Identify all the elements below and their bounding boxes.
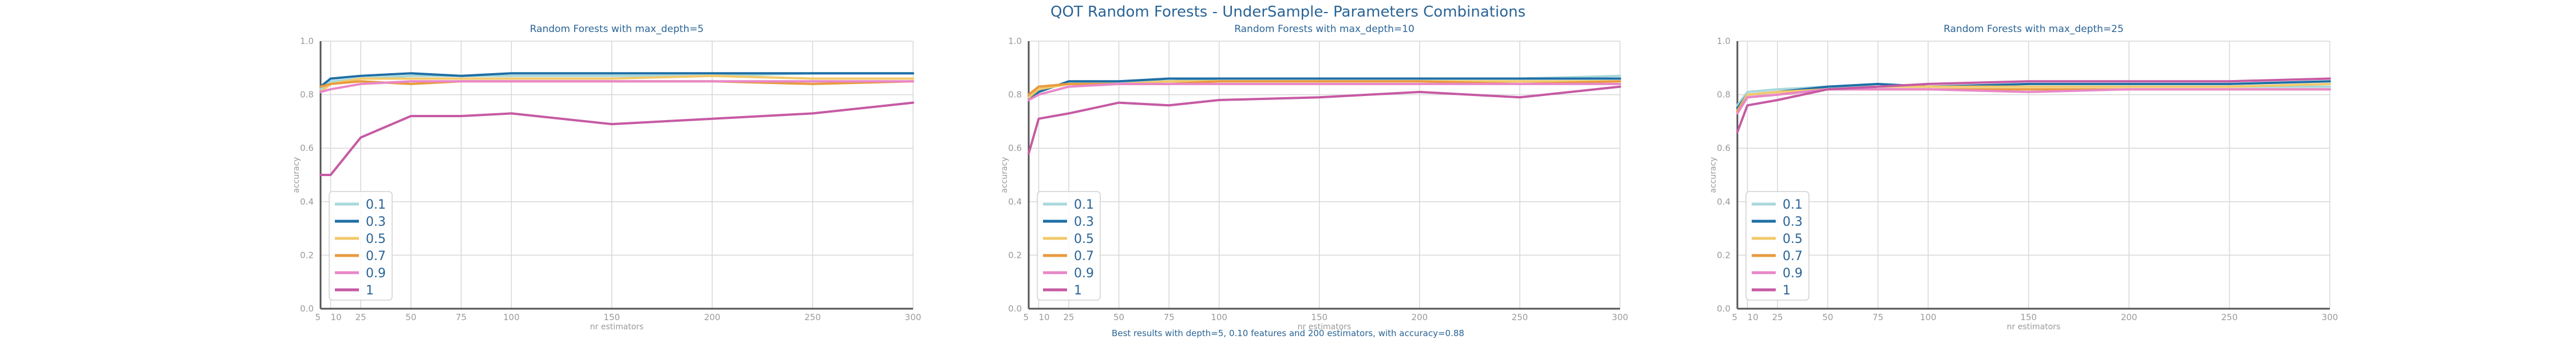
x-axis-label: nr estimators — [1298, 322, 1352, 332]
x-tick-label: 200 — [1412, 312, 1428, 322]
y-tick-label: 0.0 — [300, 304, 314, 314]
y-tick-label: 1.0 — [1008, 36, 1022, 46]
y-tick-label: 0.0 — [1717, 304, 1730, 314]
legend-label: 0.5 — [366, 232, 386, 246]
y-axis-label: accuracy — [1709, 157, 1718, 193]
y-tick-label: 0.6 — [1717, 143, 1730, 153]
subplot-title: Random Forests with max_depth=25 — [1943, 23, 2124, 35]
legend-label: 1 — [366, 284, 374, 298]
series-line-0-5 — [1028, 80, 1621, 99]
x-tick-label: 300 — [1612, 312, 1629, 322]
x-tick-label: 50 — [1113, 312, 1124, 322]
y-tick-label: 0.8 — [300, 90, 314, 100]
legend-label: 0.3 — [1783, 215, 1803, 229]
x-tick-label: 10 — [331, 312, 342, 322]
x-tick-label: 250 — [1512, 312, 1528, 322]
x-tick-label: 5 — [1023, 312, 1029, 322]
legend-label: 0.1 — [366, 198, 386, 212]
legend-label: 0.7 — [366, 249, 386, 264]
series-line-0-9 — [1028, 82, 1621, 101]
x-tick-label: 150 — [1311, 312, 1327, 322]
series-line-0-5 — [1736, 82, 2331, 112]
series-line-1 — [319, 101, 914, 176]
x-tick-label: 150 — [2020, 312, 2037, 322]
y-tick-label: 0.2 — [1008, 250, 1022, 260]
series-line-1 — [1028, 85, 1621, 155]
x-tick-label: 75 — [1164, 312, 1175, 322]
legend-label: 0.9 — [1783, 266, 1803, 281]
x-tick-label: 75 — [456, 312, 467, 322]
x-axis-label: nr estimators — [2007, 322, 2061, 332]
legend-label: 0.3 — [1074, 215, 1094, 229]
legend-label: 1 — [1074, 284, 1082, 298]
y-tick-label: 0.4 — [1717, 197, 1730, 207]
legend-label: 0.1 — [1074, 198, 1094, 212]
x-axis-label: nr estimators — [590, 322, 644, 332]
x-tick-label: 5 — [315, 312, 321, 322]
x-tick-label: 5 — [1732, 312, 1737, 322]
legend-label: 0.9 — [366, 266, 386, 281]
legend-label: 0.1 — [1783, 198, 1803, 212]
y-tick-label: 0.2 — [300, 250, 314, 260]
legend-label: 0.7 — [1783, 249, 1803, 264]
y-tick-label: 0.6 — [1008, 143, 1022, 153]
x-tick-label: 150 — [603, 312, 620, 322]
subplot-title: Random Forests with max_depth=5 — [530, 23, 704, 35]
x-tick-label: 100 — [1211, 312, 1227, 322]
x-tick-label: 250 — [2221, 312, 2238, 322]
series-line-0-7 — [1028, 80, 1621, 96]
x-tick-label: 200 — [2121, 312, 2138, 322]
x-tick-label: 300 — [2322, 312, 2338, 322]
y-tick-label: 0.8 — [1008, 90, 1022, 100]
legend-label: 0.7 — [1074, 249, 1094, 264]
x-tick-label: 10 — [1748, 312, 1759, 322]
best-result-note: Best results with depth=5, 0.10 features… — [1112, 328, 1464, 338]
legend-label: 0.5 — [1074, 232, 1094, 246]
series-line-0-3 — [319, 72, 914, 88]
legend-label: 0.5 — [1783, 232, 1803, 246]
series-line-0-1 — [319, 72, 914, 91]
y-tick-label: 0.0 — [1008, 304, 1022, 314]
x-tick-label: 25 — [1063, 312, 1074, 322]
y-tick-label: 1.0 — [300, 36, 314, 46]
y-tick-label: 0.4 — [300, 197, 314, 207]
series-line-1 — [1736, 77, 2331, 134]
y-tick-label: 0.4 — [1008, 197, 1022, 207]
x-tick-label: 25 — [1772, 312, 1783, 322]
y-tick-label: 1.0 — [1717, 36, 1730, 46]
legend-label: 1 — [1783, 284, 1791, 298]
y-tick-label: 0.2 — [1717, 250, 1730, 260]
x-tick-label: 50 — [1822, 312, 1833, 322]
y-axis-label: accuracy — [292, 157, 301, 193]
x-tick-label: 300 — [905, 312, 922, 322]
legend-label: 0.9 — [1074, 266, 1094, 281]
y-tick-label: 0.8 — [1717, 90, 1730, 100]
x-tick-label: 200 — [704, 312, 721, 322]
x-tick-label: 50 — [405, 312, 416, 322]
x-tick-label: 25 — [355, 312, 366, 322]
x-tick-label: 100 — [1920, 312, 1937, 322]
series-line-0-9 — [1736, 88, 2331, 115]
y-axis-label: accuracy — [1000, 157, 1009, 193]
figure-title: QOT Random Forests - UnderSample- Parame… — [1050, 3, 1526, 21]
x-tick-label: 10 — [1039, 312, 1050, 322]
y-tick-label: 0.6 — [300, 143, 314, 153]
x-tick-label: 100 — [503, 312, 520, 322]
series-line-0-9 — [319, 80, 914, 93]
series-line-0-5 — [319, 74, 914, 93]
x-tick-label: 75 — [1872, 312, 1883, 322]
legend-label: 0.3 — [366, 215, 386, 229]
subplot-title: Random Forests with max_depth=10 — [1234, 23, 1415, 35]
x-tick-label: 250 — [804, 312, 821, 322]
